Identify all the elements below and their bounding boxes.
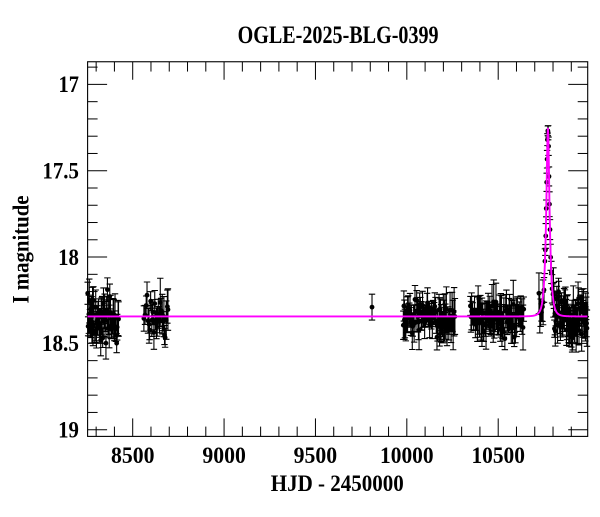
svg-text:17.5: 17.5 (42, 159, 79, 185)
svg-text:9500: 9500 (294, 443, 338, 469)
svg-text:HJD - 2450000: HJD - 2450000 (271, 471, 404, 497)
svg-text:17: 17 (59, 72, 80, 98)
svg-text:OGLE-2025-BLG-0399: OGLE-2025-BLG-0399 (238, 22, 439, 49)
svg-text:I magnitude: I magnitude (8, 196, 34, 304)
svg-text:9000: 9000 (202, 443, 246, 469)
svg-text:8500: 8500 (111, 443, 155, 469)
svg-text:18: 18 (58, 245, 79, 271)
svg-text:10500: 10500 (471, 443, 525, 469)
svg-text:10000: 10000 (380, 443, 434, 469)
svg-text:18.5: 18.5 (42, 331, 79, 357)
svg-text:19: 19 (58, 418, 79, 444)
